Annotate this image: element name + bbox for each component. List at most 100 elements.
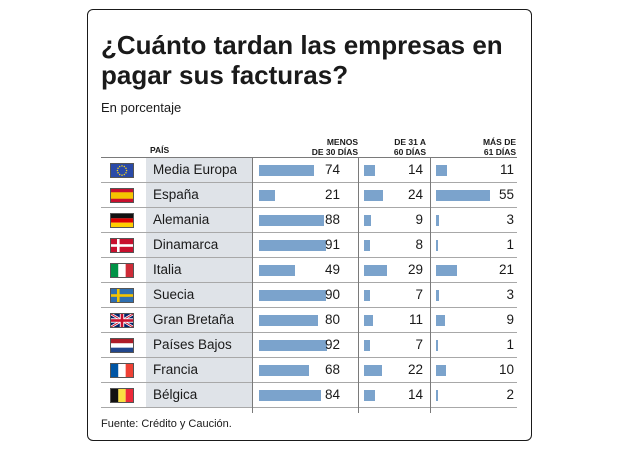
country-label: Suecia [153,287,195,302]
value-label: 11 [499,162,514,177]
country-label: Francia [153,362,199,377]
value-label: 80 [324,312,340,327]
flag-cell [101,358,145,382]
bar-series-2 [436,365,446,376]
header-over-61-days: MÁS DE 61 DÍAS [482,137,516,157]
flag-cell [101,158,145,182]
france-flag-icon [110,363,134,378]
bar-series-0 [259,340,328,351]
flag-cell [101,308,145,332]
bar-series-0 [259,240,327,251]
value-label: 88 [324,212,340,227]
bar-series-1 [364,240,371,251]
uk-flag-icon [110,313,134,328]
table-row: Dinamarca 91 8 1 [101,233,517,258]
flag-cell [101,258,145,282]
table-row: Suecia 90 7 3 [101,283,517,308]
table-row: Italia 49 29 21 [101,258,517,283]
country-cell: Gran Bretaña [146,308,252,332]
bar-series-0 [259,315,319,326]
value-label: 14 [407,387,423,402]
bar-series-1 [364,340,370,351]
country-label: España [153,187,199,202]
flag-cell [101,233,145,257]
sweden-flag-icon [110,288,134,303]
value-label: 8 [415,237,423,252]
value-label: 3 [506,212,514,227]
value-label: 1 [506,337,514,352]
country-cell: Francia [146,358,252,382]
country-label: Italia [153,262,182,277]
bar-series-0 [259,215,325,226]
country-label: Alemania [153,212,210,227]
bar-series-0 [259,265,296,276]
bar-series-1 [364,390,376,401]
header-31-to-60-days: DE 31 A 60 DÍAS [393,137,426,157]
country-cell: Dinamarca [146,233,252,257]
country-cell: Países Bajos [146,333,252,357]
table-top-rule [101,157,517,158]
value-label: 21 [498,262,514,277]
eu-flag-icon [110,163,134,178]
belgium-flag-icon [110,388,134,403]
value-label: 21 [324,187,340,202]
bar-series-0 [259,165,314,176]
value-label: 49 [324,262,340,277]
country-label: Gran Bretaña [153,312,235,327]
bar-series-1 [364,190,384,201]
chart-subtitle: En porcentaje [101,100,182,115]
chart-title: ¿Cuánto tardan las empresas en pagar sus… [101,30,503,90]
bar-series-2 [436,215,439,226]
germany-flag-icon [110,213,134,228]
bar-series-1 [364,315,373,326]
bar-series-1 [364,365,382,376]
flag-cell [101,333,145,357]
table-row: España 21 24 55 [101,183,517,208]
bar-series-2 [436,240,438,251]
value-label: 84 [324,387,340,402]
netherlands-flag-icon [110,338,134,353]
bar-series-1 [364,290,370,301]
bar-series-2 [436,340,438,351]
bar-series-2 [436,190,490,201]
country-label: Bélgica [153,387,198,402]
bar-series-0 [259,190,275,201]
value-label: 24 [407,187,423,202]
country-label: Media Europa [153,162,238,177]
value-label: 7 [415,287,423,302]
spain-flag-icon [110,188,134,203]
country-cell: Alemania [146,208,252,232]
table-row: Francia 68 22 10 [101,358,517,383]
value-label: 10 [498,362,514,377]
country-cell: Media Europa [146,158,252,182]
country-cell: Bélgica [146,383,252,407]
value-label: 29 [407,262,423,277]
bar-series-0 [259,290,326,301]
column-divider [430,157,431,413]
value-label: 91 [324,237,340,252]
flag-cell [101,283,145,307]
column-divider [358,157,359,413]
value-label: 9 [415,212,423,227]
value-label: 2 [506,387,514,402]
value-label: 55 [498,187,514,202]
value-label: 90 [324,287,340,302]
bar-series-2 [436,390,438,401]
bar-series-0 [259,390,322,401]
bar-series-2 [436,165,447,176]
country-label: Países Bajos [153,337,232,352]
value-label: 9 [506,312,514,327]
flag-cell [101,383,145,407]
bar-series-2 [436,265,457,276]
denmark-flag-icon [110,238,134,253]
country-label: Dinamarca [153,237,219,252]
value-label: 68 [324,362,340,377]
value-label: 22 [407,362,423,377]
header-country: PAÍS [150,145,170,155]
table-row: Gran Bretaña 80 11 9 [101,308,517,333]
value-label: 92 [324,337,340,352]
country-cell: Suecia [146,283,252,307]
header-under-30-days: MENOS DE 30 DÍAS [311,137,358,157]
table-row: Países Bajos 92 7 1 [101,333,517,358]
flag-cell [101,208,145,232]
